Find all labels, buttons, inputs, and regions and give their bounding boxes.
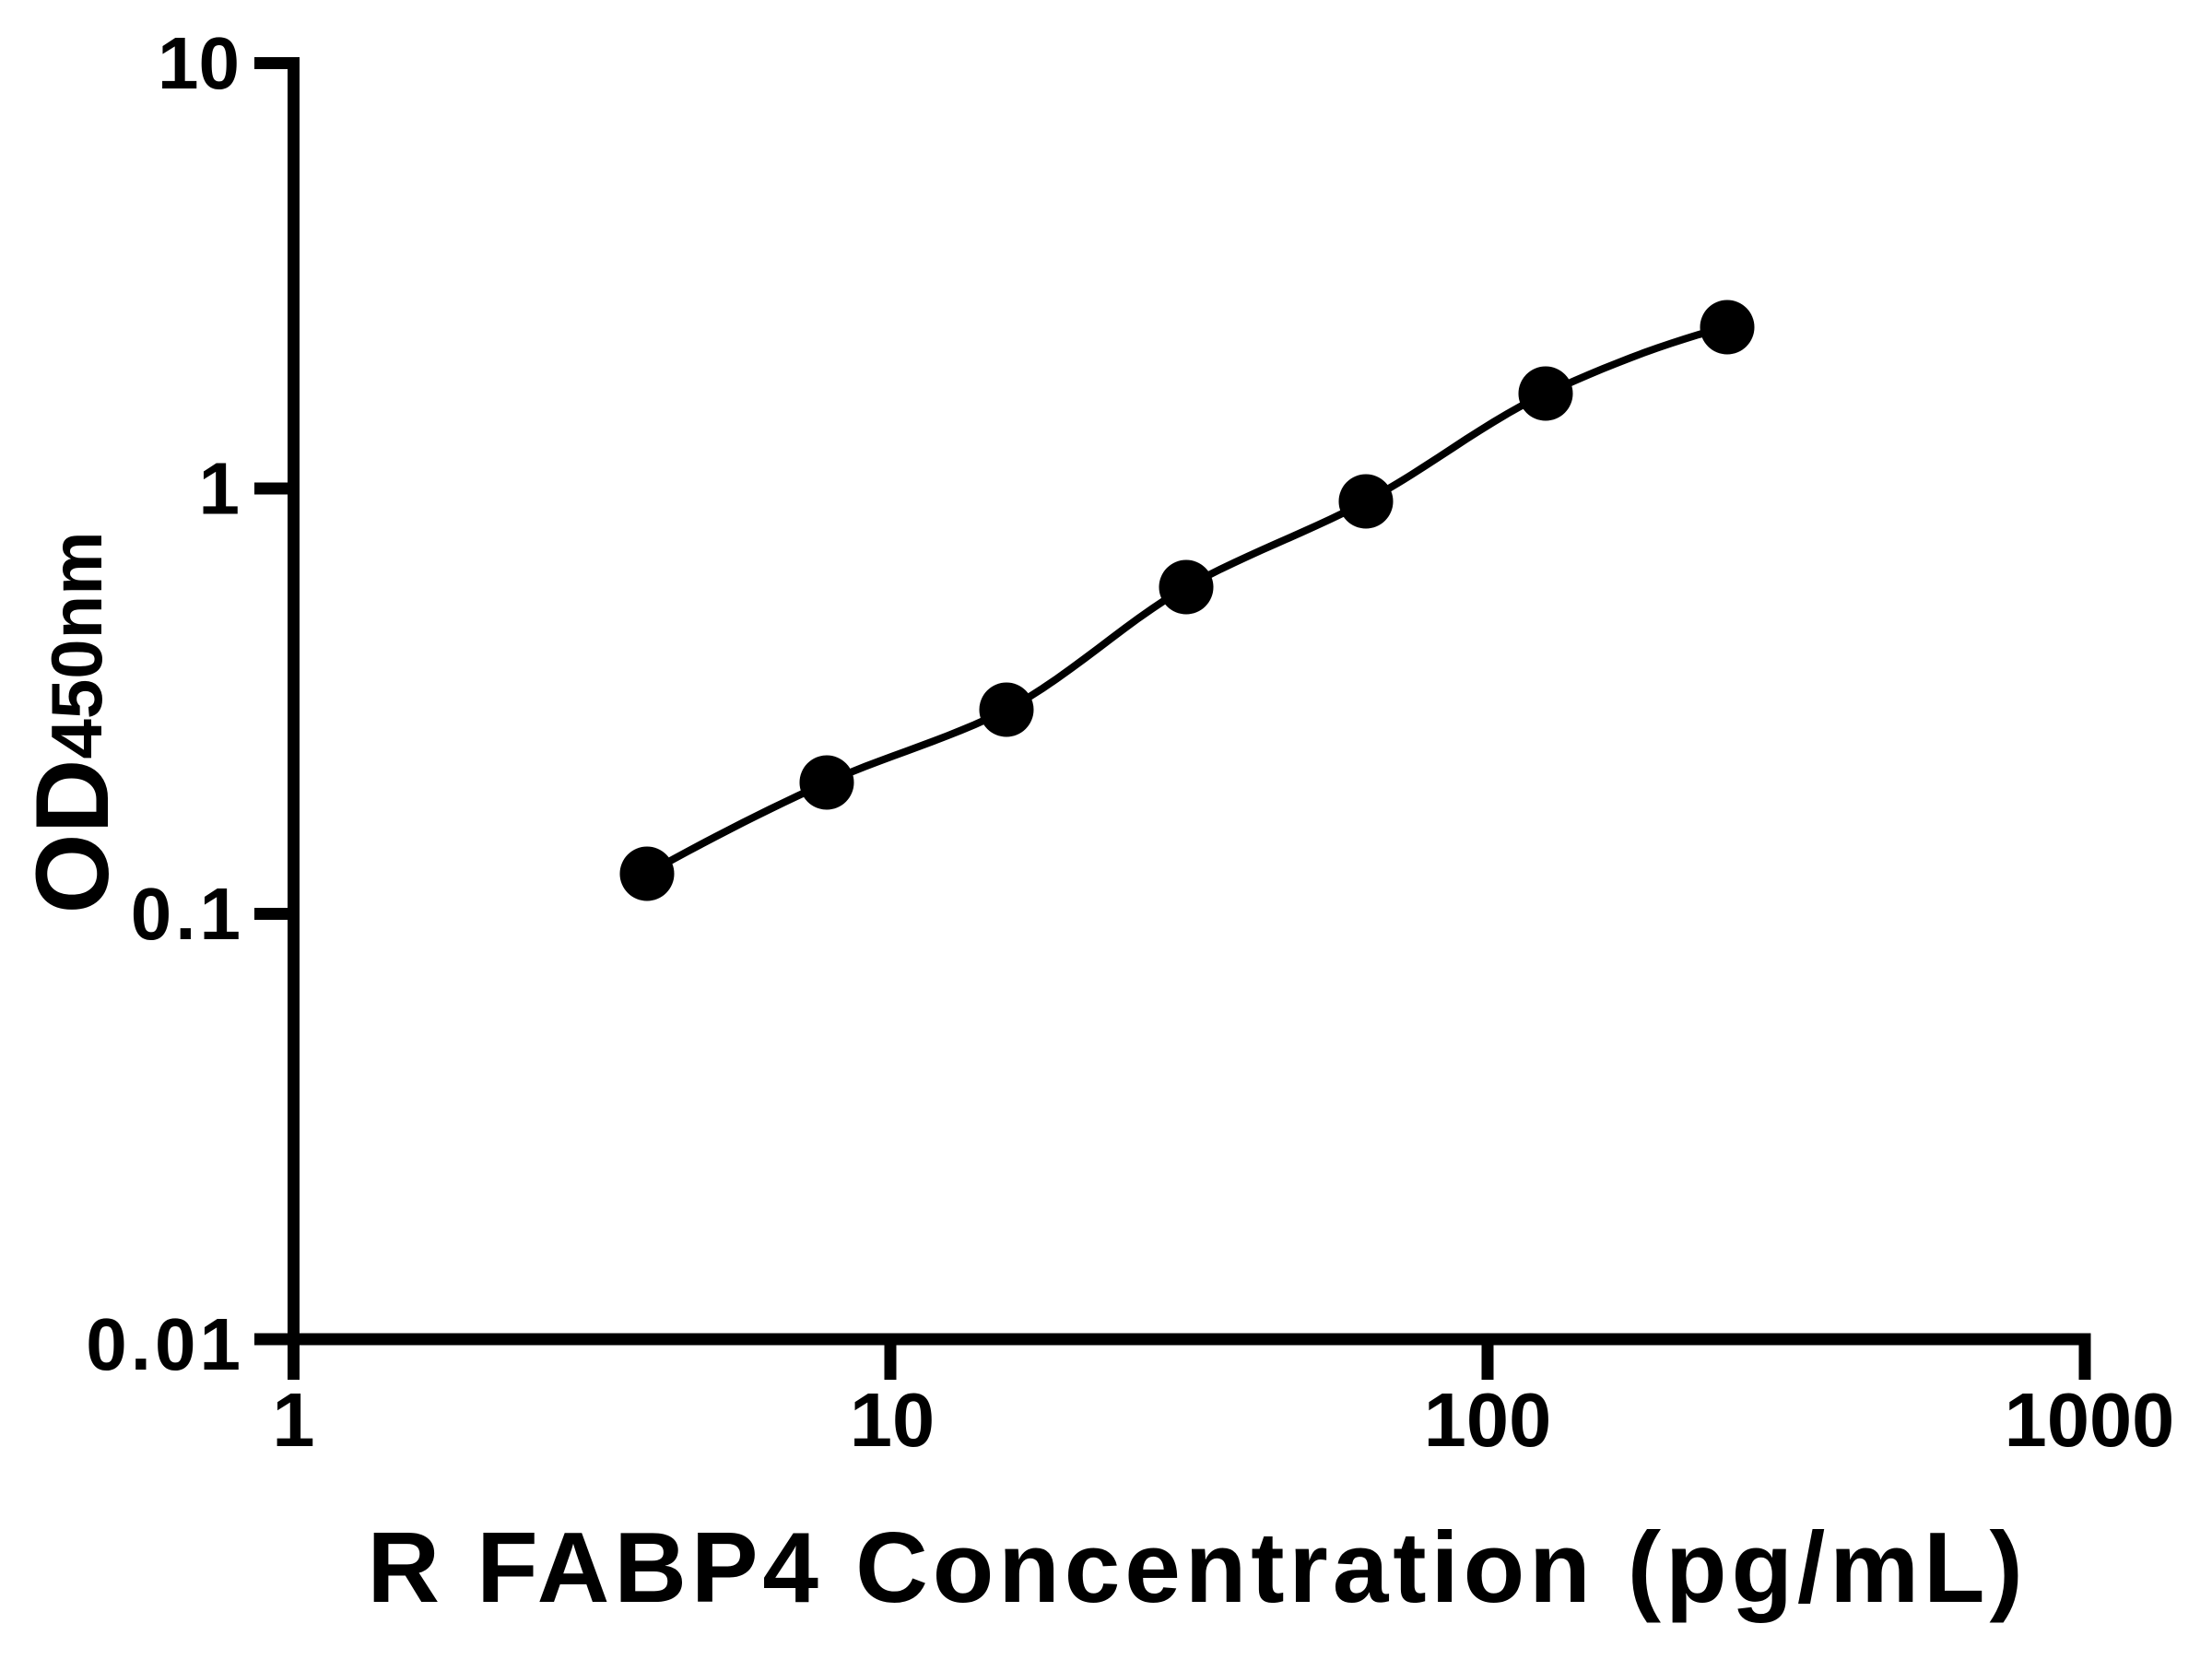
svg-text:10: 10 [158, 22, 240, 104]
svg-text:100: 100 [1424, 1377, 1551, 1463]
svg-text:R FABP4 Concentration (pg/mL): R FABP4 Concentration (pg/mL) [367, 1512, 2027, 1624]
svg-text:0.01: 0.01 [86, 1303, 244, 1385]
svg-text:10: 10 [850, 1377, 935, 1463]
svg-text:1: 1 [199, 448, 241, 530]
svg-text:1: 1 [272, 1377, 314, 1463]
svg-text:0.1: 0.1 [131, 873, 244, 955]
svg-text:1000: 1000 [2005, 1377, 2175, 1463]
